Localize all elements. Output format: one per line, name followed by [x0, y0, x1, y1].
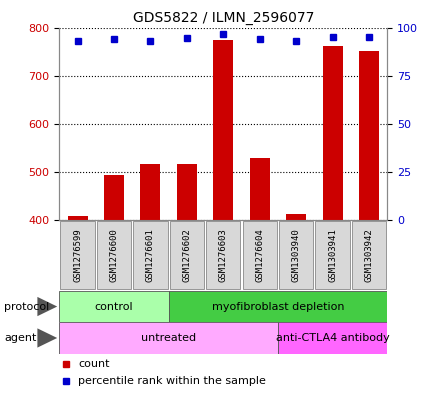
Text: GSM1303940: GSM1303940 — [292, 229, 301, 282]
Bar — [169, 291, 387, 322]
Text: protocol: protocol — [4, 301, 50, 312]
Bar — [278, 322, 387, 354]
Bar — [250, 158, 270, 220]
Text: untreated: untreated — [141, 333, 196, 343]
Text: count: count — [78, 358, 110, 369]
Title: GDS5822 / ILMN_2596077: GDS5822 / ILMN_2596077 — [132, 11, 314, 25]
Text: control: control — [95, 301, 133, 312]
Bar — [279, 222, 313, 289]
Text: GSM1276601: GSM1276601 — [146, 229, 155, 282]
Bar — [59, 322, 278, 354]
Text: agent: agent — [4, 333, 37, 343]
Text: percentile rank within the sample: percentile rank within the sample — [78, 376, 266, 386]
Text: GSM1276600: GSM1276600 — [110, 229, 118, 282]
Text: GSM1276599: GSM1276599 — [73, 229, 82, 282]
Bar — [97, 222, 131, 289]
Bar — [177, 164, 197, 220]
Bar — [359, 51, 379, 220]
Text: GSM1276603: GSM1276603 — [219, 229, 228, 282]
Bar — [352, 222, 386, 289]
Bar — [242, 222, 277, 289]
Bar — [323, 46, 343, 220]
Bar — [59, 291, 169, 322]
Bar — [140, 164, 161, 220]
Text: myofibroblast depletion: myofibroblast depletion — [212, 301, 344, 312]
Bar — [68, 216, 88, 220]
Text: GSM1303941: GSM1303941 — [328, 229, 337, 282]
Bar — [133, 222, 168, 289]
Bar — [60, 222, 95, 289]
Bar — [315, 222, 350, 289]
Text: GSM1276604: GSM1276604 — [255, 229, 264, 282]
Polygon shape — [37, 297, 57, 316]
Text: GSM1276602: GSM1276602 — [182, 229, 191, 282]
Text: GSM1303942: GSM1303942 — [364, 229, 374, 282]
Bar — [170, 222, 204, 289]
Text: anti-CTLA4 antibody: anti-CTLA4 antibody — [276, 333, 389, 343]
Bar — [286, 214, 306, 220]
Bar — [104, 175, 124, 220]
Bar — [213, 40, 233, 220]
Polygon shape — [37, 329, 57, 347]
Bar — [206, 222, 240, 289]
